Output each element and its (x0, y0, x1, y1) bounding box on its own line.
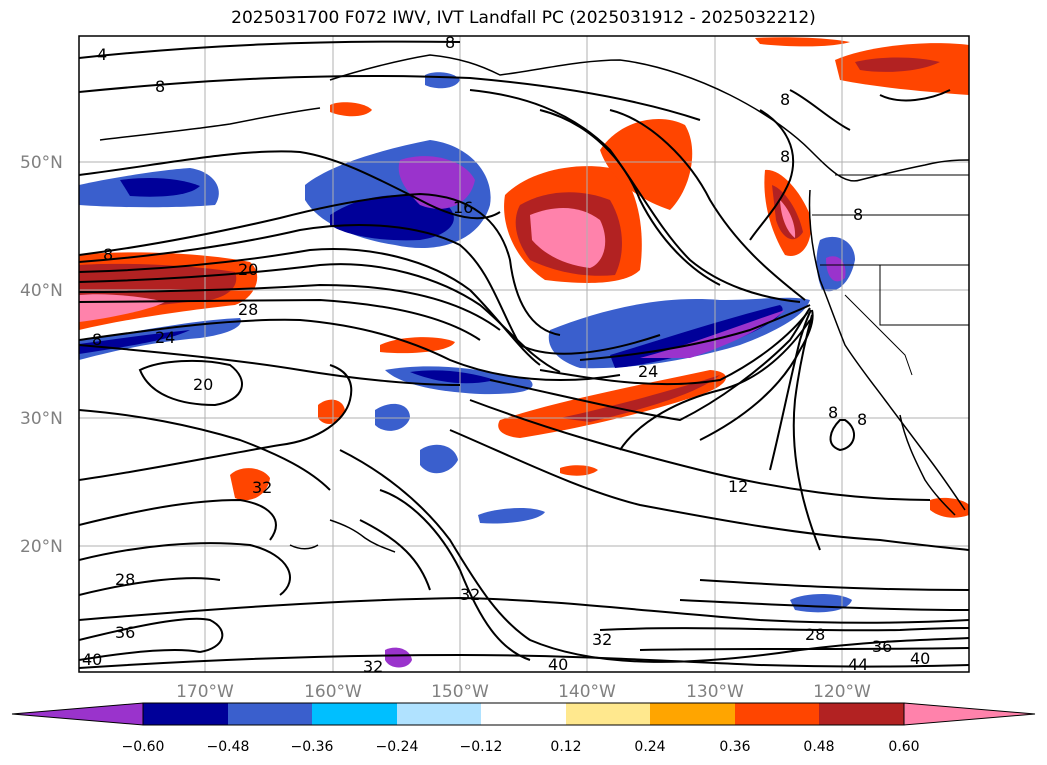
contour-label-group: 4 8 8 8 8 8 16 20 28 24 20 24 12 32 32 2… (82, 33, 930, 676)
contour-label: 8 (853, 205, 863, 224)
positive-northeast-core (855, 57, 940, 72)
lon-label: 120°W (813, 682, 871, 702)
contour-label: 24 (155, 328, 175, 347)
contour-label: 36 (115, 623, 135, 642)
positive-small-c (560, 465, 598, 476)
colorbar-segment (735, 703, 819, 725)
lat-label: 30°N (20, 409, 63, 429)
positive-pnw-core (780, 200, 796, 238)
negative-small-b (420, 444, 458, 474)
positive-north-strip (755, 37, 850, 47)
positive-north-lobe (600, 118, 693, 210)
contour-label: 8 (445, 33, 455, 52)
colorbar-extend-right (903, 702, 1036, 726)
contour-label: 12 (728, 477, 748, 496)
lon-label: 140°W (558, 682, 616, 702)
state-border-3 (879, 265, 969, 326)
colorbar-tick-label: 0.48 (803, 739, 834, 755)
lat-label: 40°N (20, 281, 63, 301)
contour-label: 8 (780, 147, 790, 166)
colorbar-segment (397, 703, 481, 725)
contour-label: 28 (115, 570, 135, 589)
map-title: 2025031700 F072 IWV, IVT Landfall PC (20… (231, 8, 816, 28)
contour-label: 16 (453, 198, 473, 217)
colorbar-segment (143, 703, 228, 725)
negative-band-north-core (120, 178, 200, 197)
positive-small-e (330, 102, 372, 117)
colorbar-tick-label: −0.36 (291, 739, 334, 755)
contour-label: 32 (460, 585, 480, 604)
contour-label: 8 (92, 330, 102, 349)
negative-small-a (375, 403, 410, 431)
colorbar-segment (228, 703, 312, 725)
lon-label: 130°W (686, 682, 744, 702)
lon-label: 160°W (304, 682, 362, 702)
contour-label: 20 (193, 375, 213, 394)
contour-label: 40 (548, 655, 568, 674)
map-background (79, 36, 969, 672)
gridlines (79, 36, 969, 672)
contour-label: 8 (857, 410, 867, 429)
contour-label: 28 (805, 625, 825, 644)
alaska-coast (329, 54, 969, 182)
lon-label: 170°W (176, 682, 234, 702)
coastlines (99, 54, 969, 553)
colorbar-segment (566, 703, 650, 725)
lat-label: 20°N (20, 537, 63, 557)
colorbar-tick-label: −0.48 (207, 739, 250, 755)
colorbar-segment (312, 703, 397, 725)
contour-label: 4 (97, 45, 107, 64)
colorbar-extend-left (11, 702, 144, 726)
colorbar-tick-label: −0.60 (122, 739, 165, 755)
map-frame (78, 35, 970, 673)
colorbar-segment (481, 703, 566, 725)
positive-band-south-inner (560, 375, 720, 422)
negative-band-coastal-purple (640, 310, 785, 358)
contour-label: 8 (155, 77, 165, 96)
negative-central-purple (398, 156, 475, 209)
positive-small-d (930, 497, 969, 518)
colorbar-tick-label: 0.24 (634, 739, 665, 755)
contour-label: 28 (238, 300, 258, 319)
hawaii-islands (329, 519, 396, 553)
contour-lines (79, 40, 969, 669)
contour-label: 8 (780, 90, 790, 109)
aleutian-islands (99, 107, 321, 141)
colorbar-segment (650, 703, 735, 725)
colorbar-tick-label: −0.24 (376, 739, 419, 755)
negative-central-core (330, 195, 454, 241)
positive-small-hawaii-north (230, 468, 270, 501)
colorbar-tick-label: 0.60 (888, 739, 919, 755)
negative-small-c (478, 508, 545, 524)
positive-band-south (498, 370, 727, 438)
contour-label: 8 (828, 403, 838, 422)
ca-nv-border (844, 294, 913, 376)
colorbar-frame (142, 702, 905, 726)
lon-label: 150°W (431, 682, 489, 702)
contour-label: 32 (363, 657, 383, 676)
baja-coast (899, 414, 956, 516)
contour-label: 20 (238, 260, 258, 279)
colorbar-tick-label: −0.12 (460, 739, 503, 755)
contour-label: 24 (638, 362, 658, 381)
positive-central-core (530, 208, 606, 268)
contour-label: 32 (592, 630, 612, 649)
contour-label: 40 (82, 650, 102, 669)
negative-small-e (385, 647, 412, 668)
colorbar: −0.60 −0.48 −0.36 −0.24 −0.12 0.12 0.24 … (11, 702, 1036, 755)
negative-band-south-core (410, 370, 495, 384)
contour-label: 32 (252, 478, 272, 497)
contour-label: 8 (103, 245, 113, 264)
small-islands (289, 544, 319, 550)
colorbar-tick-label: 0.12 (550, 739, 581, 755)
contour-label: 44 (848, 655, 868, 674)
west-coast-us (808, 189, 966, 511)
contour-label: 40 (910, 649, 930, 668)
colorbar-tick-label: 0.36 (719, 739, 750, 755)
colorbar-segment (819, 703, 904, 725)
negative-sierra-core (826, 256, 846, 282)
lat-label: 50°N (20, 153, 63, 173)
contour-label: 36 (872, 637, 892, 656)
